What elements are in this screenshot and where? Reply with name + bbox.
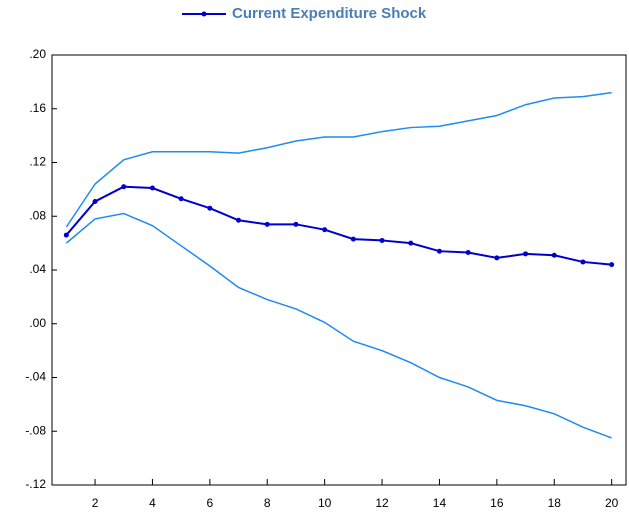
data-point — [236, 217, 242, 223]
data-point — [322, 227, 328, 233]
x-tick-label: 6 — [207, 496, 214, 510]
data-point — [494, 255, 500, 261]
data-point — [63, 232, 69, 238]
series-line — [65, 212, 612, 439]
y-tick-label: .16 — [29, 101, 46, 115]
y-tick-label: .08 — [29, 208, 46, 222]
data-point — [350, 236, 356, 242]
data-point — [523, 251, 529, 257]
data-point — [551, 252, 557, 258]
x-tick-label: 2 — [92, 496, 99, 510]
y-tick-label: .00 — [29, 316, 46, 330]
x-tick-label: 18 — [548, 496, 562, 510]
series-line — [65, 185, 612, 266]
data-point — [92, 198, 98, 204]
y-tick-label: .12 — [29, 155, 46, 169]
data-point — [149, 185, 155, 191]
data-point — [465, 250, 471, 256]
plot-frame — [51, 54, 627, 486]
series-line — [65, 91, 612, 228]
data-point — [408, 240, 414, 246]
y-tick-label: -.08 — [25, 423, 46, 437]
data-point — [264, 221, 270, 227]
y-tick-label: .20 — [29, 47, 46, 61]
legend-marker — [201, 11, 207, 17]
legend-text: Current Expenditure Shock — [232, 5, 427, 22]
y-tick-label: -.04 — [25, 370, 46, 384]
data-point — [207, 205, 213, 211]
x-tick-label: 8 — [264, 496, 271, 510]
data-point — [609, 262, 615, 268]
data-point — [178, 196, 184, 202]
x-tick-label: 16 — [490, 496, 504, 510]
x-tick-label: 4 — [149, 496, 156, 510]
data-point — [293, 221, 299, 227]
data-point — [121, 184, 127, 190]
y-tick-label: -.12 — [25, 477, 46, 491]
y-tick-label: .04 — [29, 262, 46, 276]
x-tick-label: 10 — [318, 496, 332, 510]
x-tick-label: 12 — [375, 496, 389, 510]
x-tick-label: 20 — [605, 496, 619, 510]
data-point — [580, 259, 586, 265]
x-tick-label: 14 — [433, 496, 447, 510]
data-point — [379, 237, 385, 243]
data-point — [436, 248, 442, 254]
